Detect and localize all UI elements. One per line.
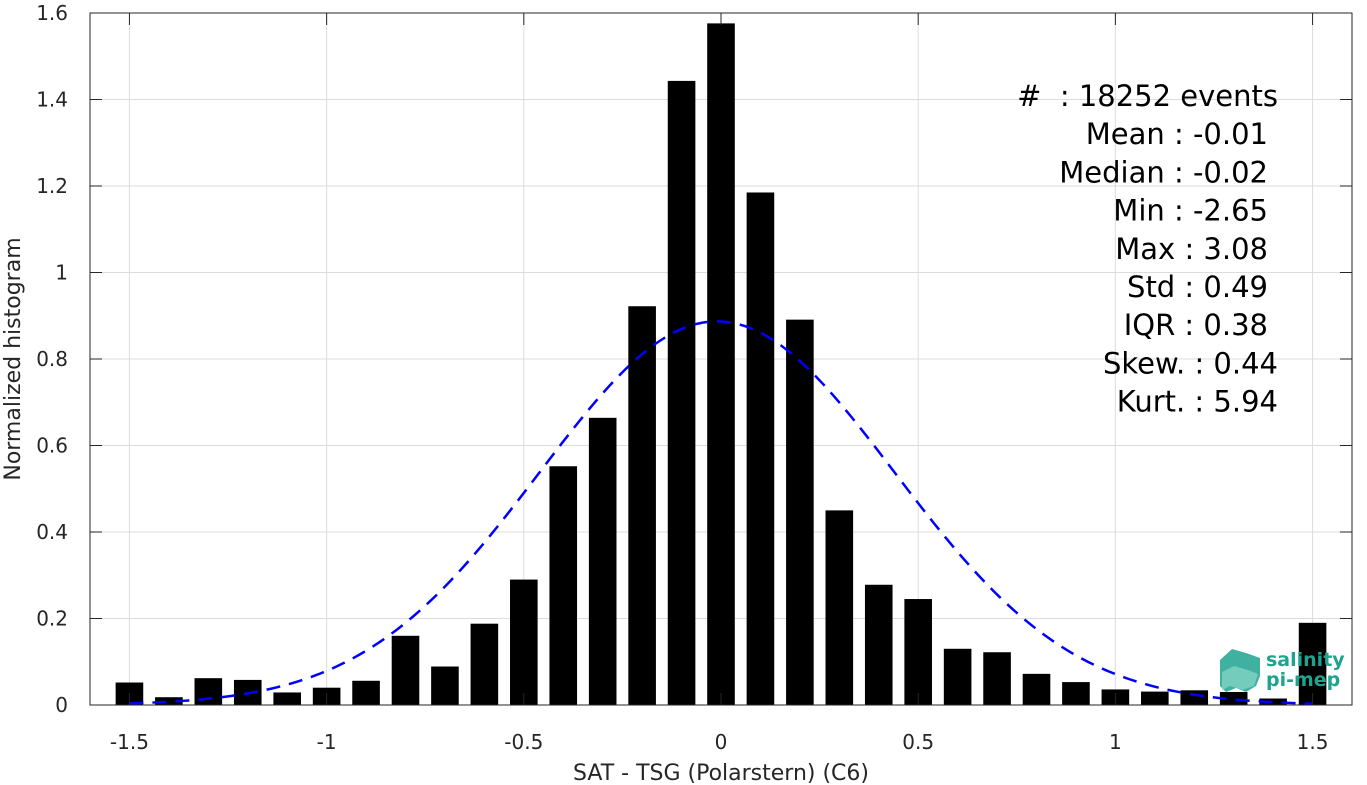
stats-line: # : 18252 events [1017, 79, 1278, 113]
y-tick-label: 0.8 [36, 347, 68, 371]
histogram-bar [1141, 691, 1169, 705]
histogram-bar [391, 635, 420, 705]
x-tick-label: 1.5 [1297, 730, 1329, 754]
stats-line: Std : 0.49 [1127, 270, 1268, 304]
histogram-bar [628, 306, 656, 705]
histogram-bar [707, 23, 735, 705]
logo-wave-shape-light [1222, 666, 1258, 690]
histogram-bar [155, 697, 183, 705]
stats-box: # : 18252 events Mean : -0.01 Median : -0.… [1017, 79, 1278, 419]
histogram-bar [864, 584, 893, 705]
histogram-bar [352, 680, 380, 705]
y-tick-label: 0.6 [36, 434, 68, 458]
histogram-bar [1219, 692, 1248, 705]
y-tick-label: 1.6 [36, 1, 68, 25]
histogram-bar [431, 666, 459, 705]
histogram-bar [786, 319, 814, 705]
x-tick-label: -1.5 [110, 730, 149, 754]
logo-line2: pi-mep [1266, 669, 1340, 691]
y-tick-label: 0.2 [36, 607, 68, 631]
x-tick-label: -1 [317, 730, 337, 754]
histogram-bar [588, 417, 617, 705]
histogram-bar [1062, 682, 1090, 705]
histogram-bar [904, 599, 932, 705]
stats-line: Median : -0.02 [1059, 155, 1268, 189]
stats-line: Max : 3.08 [1115, 232, 1268, 266]
histogram-bars [115, 23, 1327, 706]
y-tick-label: 0 [55, 693, 68, 717]
y-tick-label: 1 [55, 261, 68, 285]
histogram-bar [1180, 690, 1209, 705]
y-axis-label: Normalized histogram [1, 237, 26, 480]
gaussian-fit-curve [129, 320, 1313, 705]
y-tick-labels: 0 0.2 0.4 0.6 0.8 1 1.2 1.4 1.6 [36, 1, 68, 717]
stats-line: IQR : 0.38 [1124, 308, 1268, 342]
histogram-bar [1022, 673, 1051, 705]
histogram-bar [983, 652, 1011, 705]
stats-line: Min : -2.65 [1113, 194, 1268, 228]
x-tick-label: -0.5 [504, 730, 543, 754]
y-tick-label: 0.4 [36, 520, 68, 544]
histogram-bar [510, 579, 538, 705]
histogram-bar [549, 466, 578, 705]
histogram-bar [1298, 622, 1327, 705]
histogram-bar [667, 80, 696, 706]
histogram-bar [273, 692, 301, 705]
salinity-pi-mep-logo: salinity pi-mep [1220, 649, 1345, 692]
x-tick-label: 0 [715, 730, 728, 754]
x-tick-label: 0.5 [902, 730, 934, 754]
x-tick-labels: -1.5 -1 -0.5 0 0.5 1 1.5 [110, 730, 1329, 754]
stats-line: Mean : -0.01 [1086, 117, 1268, 151]
stats-line: Kurt. : 5.94 [1117, 385, 1278, 419]
x-axis-label: SAT - TSG (Polarstern) (C6) [573, 761, 869, 785]
histogram-bar [746, 192, 775, 706]
histogram-bar [825, 510, 854, 705]
stats-line: Skew. : 0.44 [1103, 346, 1278, 380]
logo-line1: salinity [1266, 649, 1345, 671]
histogram-bar [470, 623, 499, 705]
histogram-bar [194, 678, 223, 705]
histogram-bar [1259, 698, 1287, 705]
y-tick-label: 1.4 [36, 88, 68, 112]
axis-ticks [90, 12, 1352, 706]
y-tick-label: 1.2 [36, 174, 68, 198]
x-tick-label: 1 [1109, 730, 1122, 754]
histogram-bar [943, 648, 972, 705]
